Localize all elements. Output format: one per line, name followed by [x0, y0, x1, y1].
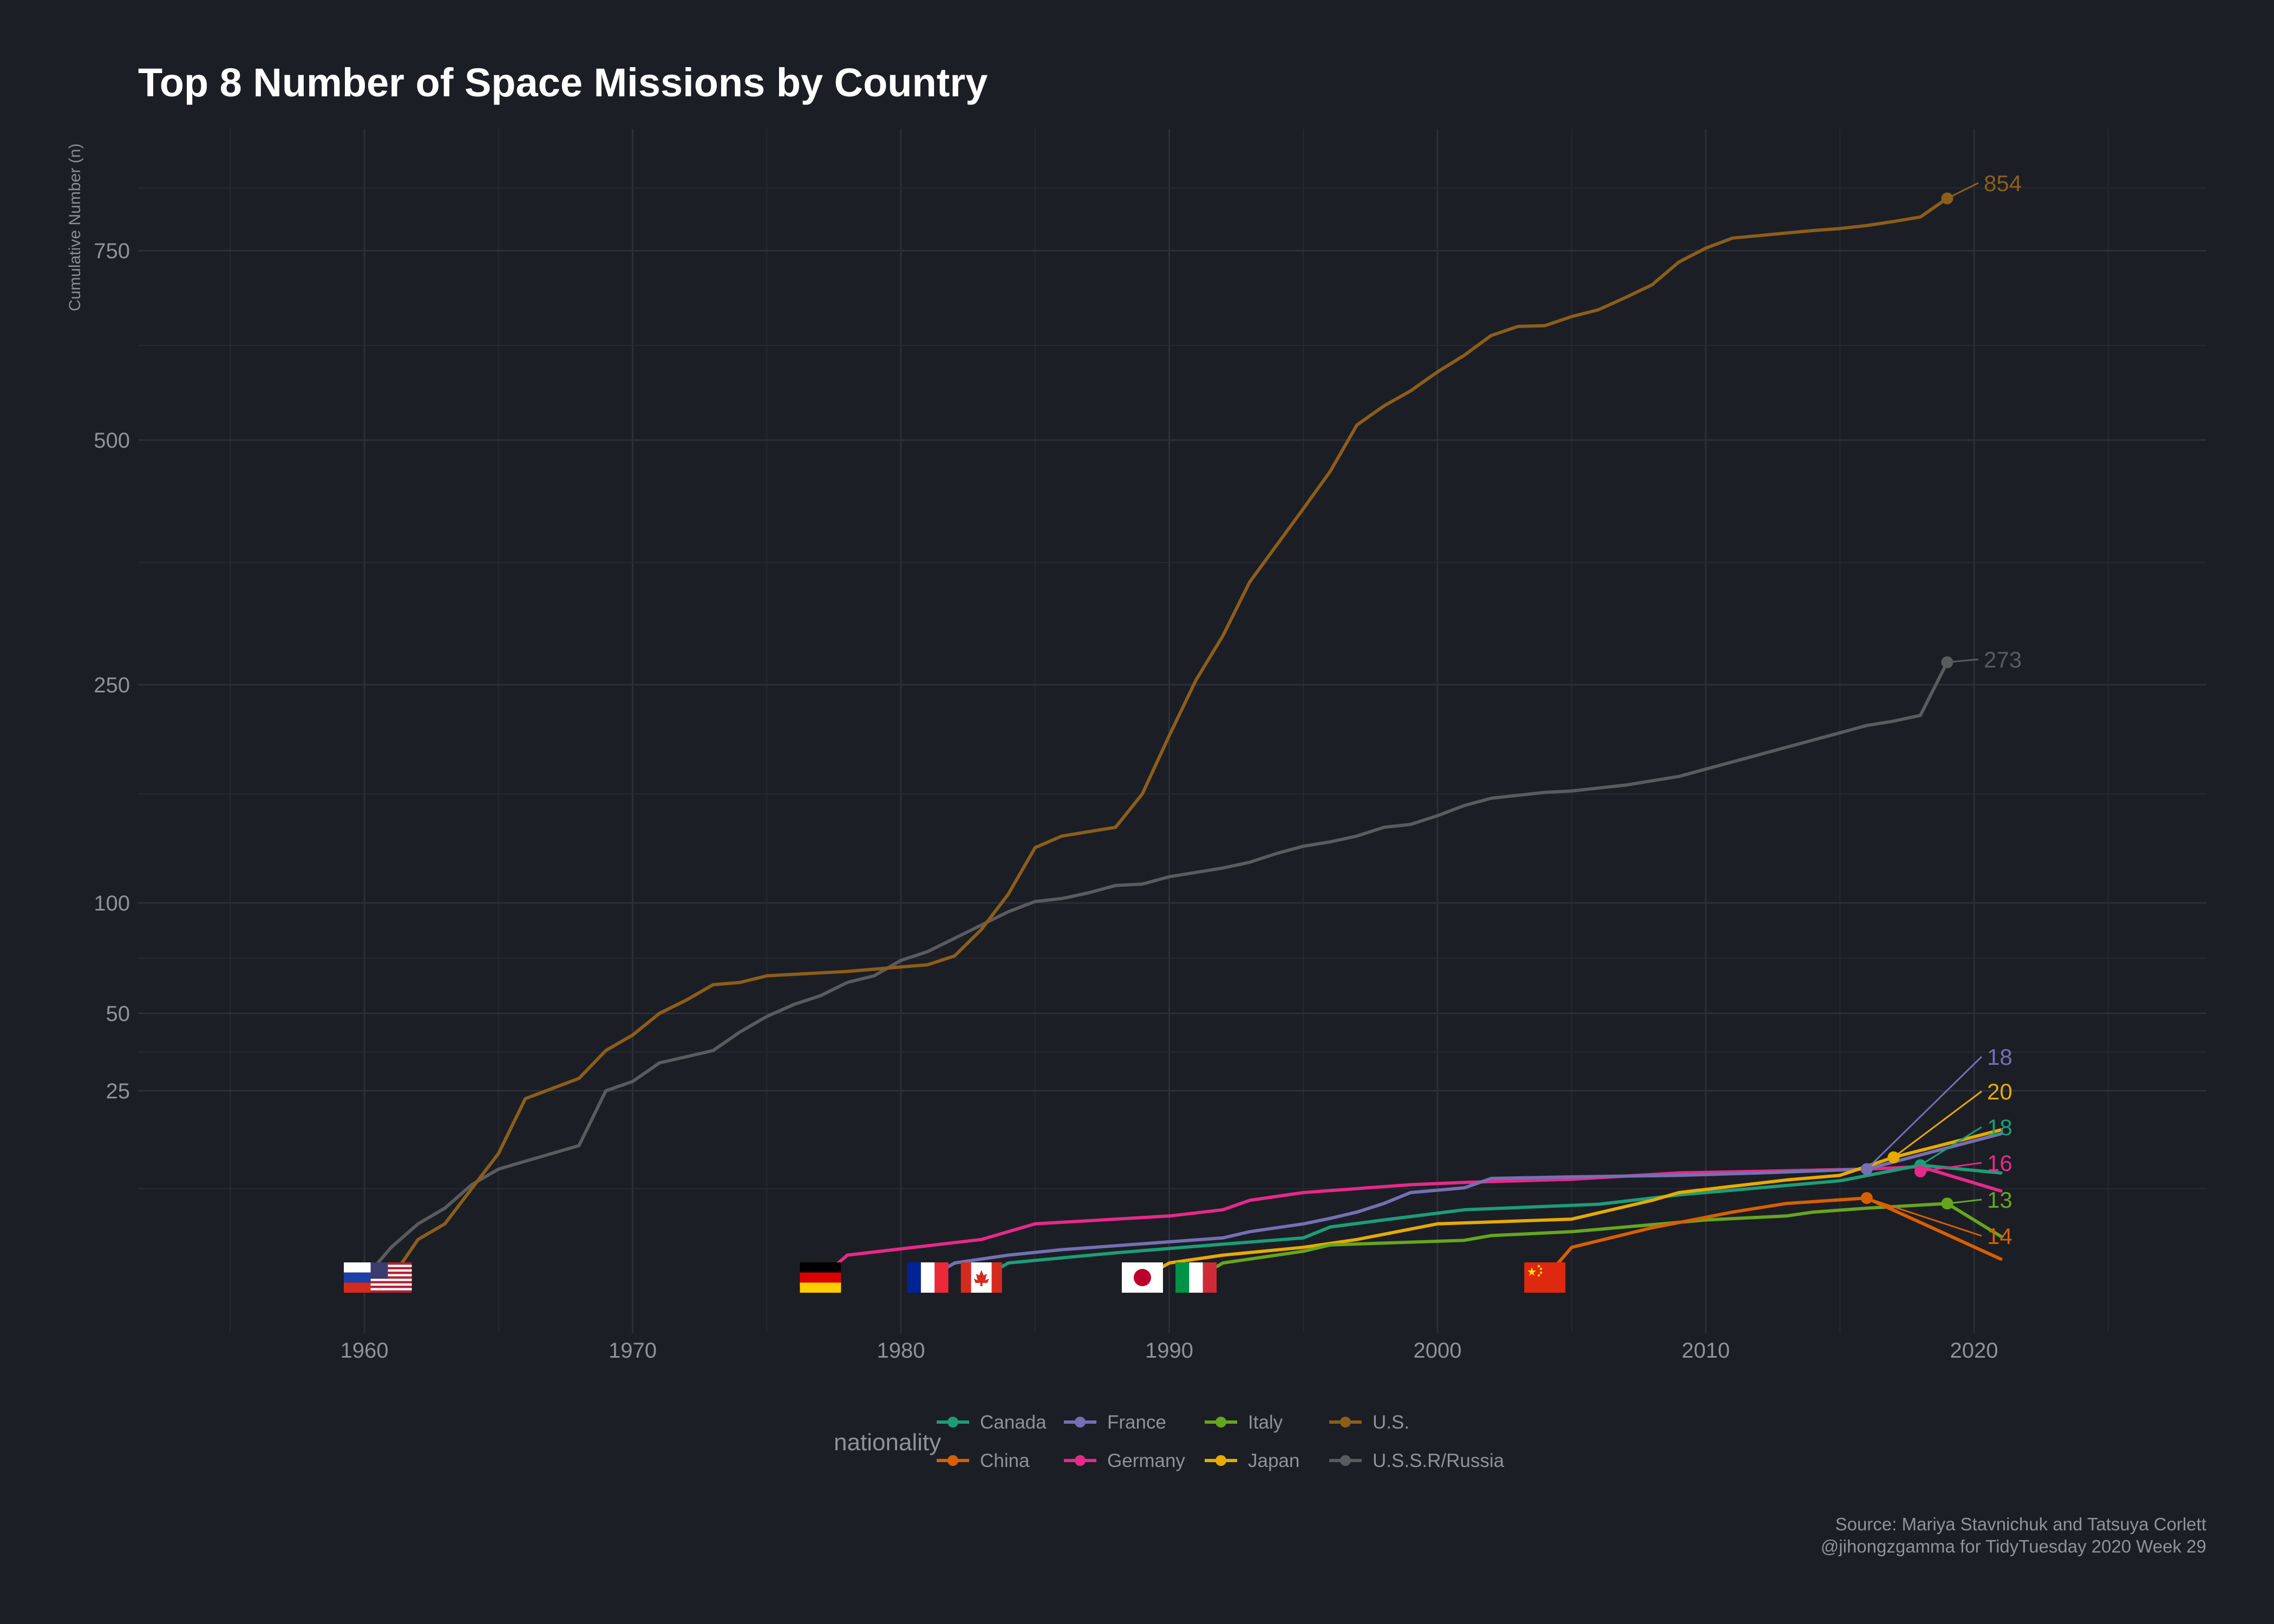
- chart-title: Top 8 Number of Space Missions by Countr…: [138, 60, 988, 105]
- end-point-italy: [1941, 1197, 1953, 1210]
- label-leader: [1866, 1197, 1982, 1237]
- series-line-u-s-s-r-russia: [363, 660, 1949, 1280]
- legend-label: Japan: [1248, 1450, 1299, 1471]
- end-label-japan: 20: [1987, 1079, 2012, 1104]
- series-line-canada: [979, 1163, 2003, 1280]
- x-tick-label: 2000: [1414, 1339, 1462, 1363]
- country-flags: [344, 1262, 1566, 1293]
- y-tick-label: 500: [94, 429, 130, 453]
- legend-item: France: [1064, 1412, 1166, 1433]
- end-point-germany: [1914, 1165, 1926, 1177]
- legend-item: U.S.: [1329, 1412, 1409, 1433]
- legend-item: U.S.S.R/Russia: [1329, 1450, 1505, 1471]
- y-tick-label: 250: [94, 673, 130, 697]
- credit-caption: @jihongzgamma for TidyTuesday 2020 Week …: [1821, 1536, 2206, 1556]
- end-labels: 854 273 18 20 18 16 13 14: [1984, 171, 2022, 1249]
- legend-label: Italy: [1248, 1412, 1283, 1433]
- flag-fr-icon: [907, 1262, 949, 1293]
- tick-labels: 1960 1970 1980 1990 2000 2010 2020 25 50 100 250 50…: [94, 239, 1998, 1363]
- x-tick-label: 2010: [1682, 1339, 1730, 1363]
- legend-item: Germany: [1064, 1450, 1185, 1471]
- end-label-canada: 18: [1987, 1115, 2012, 1140]
- x-tick-label: 1990: [1145, 1339, 1193, 1363]
- source-caption: Source: Mariya Stavnichuk and Tatsuya Co…: [1835, 1514, 2206, 1534]
- series-line-u-s-: [389, 197, 1949, 1280]
- gridlines: [138, 129, 2206, 1333]
- legend-label: France: [1107, 1412, 1166, 1433]
- legend-item: Canada: [937, 1412, 1047, 1433]
- flag-us-icon: [370, 1262, 412, 1293]
- x-tick-label: 1960: [341, 1339, 389, 1363]
- y-tick-label: 100: [94, 892, 130, 915]
- series-line-france: [926, 1132, 2003, 1280]
- end-point-u-s-s-r-russia: [1941, 656, 1953, 669]
- end-point-france: [1860, 1163, 1873, 1175]
- legend-label: U.S.: [1373, 1412, 1409, 1433]
- series-lines: [363, 197, 2003, 1280]
- legend-item: Italy: [1205, 1412, 1283, 1433]
- flag-de-icon: [800, 1262, 841, 1293]
- end-label-germany: 16: [1987, 1150, 2012, 1176]
- flag-jp-icon: [1121, 1262, 1163, 1293]
- y-tick-label: 750: [94, 239, 130, 263]
- x-tick-label: 1970: [609, 1339, 657, 1363]
- label-leaders: [1866, 182, 1983, 1237]
- series-line-italy: [1194, 1202, 2003, 1280]
- legend-title: nationality: [834, 1429, 941, 1456]
- y-tick-label: 25: [106, 1079, 130, 1103]
- end-label-italy: 13: [1987, 1187, 2012, 1213]
- legend: nationality Canada France Italy U.S. China Ge…: [834, 1412, 1505, 1471]
- flag-ca-icon: [960, 1262, 1002, 1293]
- legend-items: Canada France Italy U.S. China Germany Japan U.…: [937, 1412, 1505, 1471]
- x-tick-label: 1980: [877, 1339, 925, 1363]
- legend-label: China: [980, 1450, 1030, 1471]
- end-point-u-s-: [1941, 192, 1953, 205]
- end-label-u-s-s-r-russia: 273: [1984, 647, 2022, 672]
- y-tick-label: 50: [106, 1002, 130, 1026]
- legend-label: U.S.S.R/Russia: [1373, 1450, 1505, 1471]
- legend-item: China: [937, 1450, 1030, 1471]
- x-tick-label: 2020: [1950, 1339, 1998, 1363]
- label-leader: [1920, 1126, 1982, 1166]
- end-label-france: 18: [1987, 1044, 2012, 1070]
- end-label-china: 14: [1987, 1223, 2012, 1249]
- label-leader: [1920, 1162, 1982, 1173]
- end-point-china: [1860, 1192, 1873, 1204]
- legend-label: Germany: [1107, 1450, 1185, 1471]
- flag-it-icon: [1175, 1262, 1217, 1293]
- end-point-japan: [1887, 1151, 1900, 1163]
- y-axis-title: Cumulative Number (n): [66, 143, 84, 311]
- label-leader: [1866, 1056, 1983, 1170]
- label-leader: [1893, 1090, 1982, 1158]
- flag-cn-icon: [1524, 1262, 1566, 1293]
- legend-item: Japan: [1205, 1450, 1299, 1471]
- end-label-u-s-: 854: [1984, 171, 2022, 196]
- series-line-japan: [1140, 1128, 2003, 1280]
- end-points: [1860, 192, 1953, 1210]
- legend-label: Canada: [980, 1412, 1047, 1433]
